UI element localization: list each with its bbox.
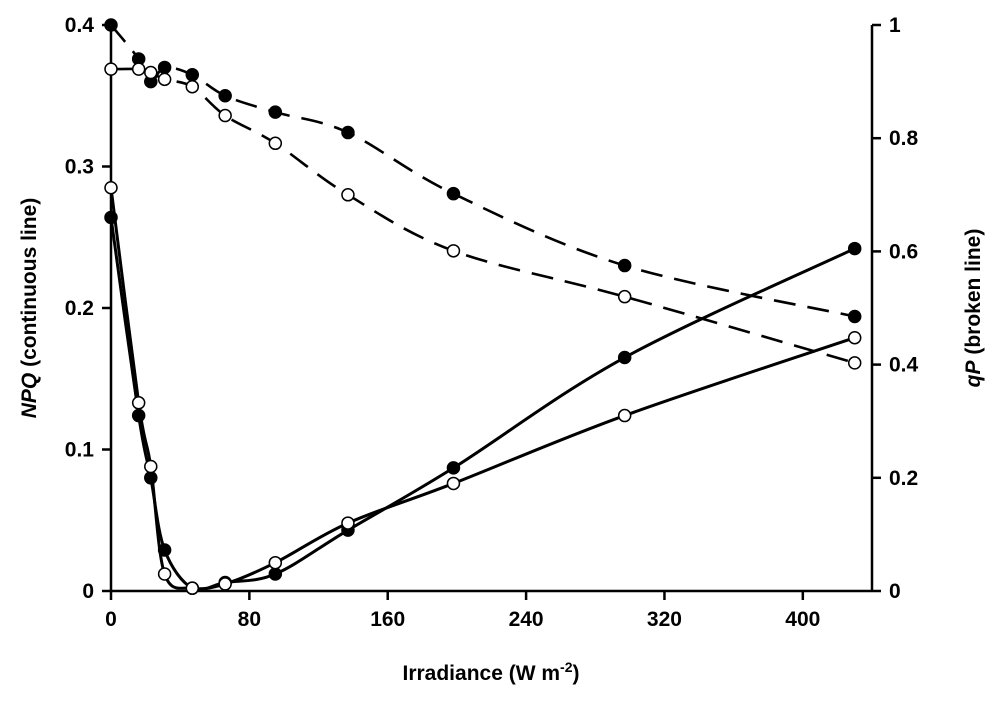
npq-open-point xyxy=(268,555,283,570)
qp-open-point xyxy=(847,356,862,370)
left-y-axis-title: NPQ (continuous line) xyxy=(18,198,41,419)
npq-open-point xyxy=(847,330,862,345)
qp-filled-point xyxy=(185,68,200,82)
npq-open-point xyxy=(104,180,118,195)
right-y-tick-label: 0 xyxy=(889,580,901,603)
npq-open-point xyxy=(446,476,461,491)
left-y-tick-label: 0.2 xyxy=(65,297,94,320)
x-tick-label: 320 xyxy=(647,608,682,631)
left-y-tick-label: 0.4 xyxy=(65,14,95,37)
qp-filled-point xyxy=(218,89,232,103)
right-y-tick-label: 0.2 xyxy=(889,467,918,490)
qp-open-point xyxy=(144,65,158,80)
npq-open-point xyxy=(157,567,172,581)
x-tick-label: 80 xyxy=(238,608,261,631)
npq-open-point xyxy=(185,581,200,595)
left-y-tick-label: 0.1 xyxy=(65,439,95,462)
right-y-tick-label: 0.6 xyxy=(889,240,918,263)
qp-filled-point xyxy=(341,125,355,140)
npq-filled-point xyxy=(847,241,862,256)
qp-open-point xyxy=(268,136,283,151)
right-y-tick-label: 0.4 xyxy=(889,354,919,377)
qp-filled-point xyxy=(268,105,283,119)
left-y-tick-label: 0.3 xyxy=(65,156,94,179)
qp-filled-point xyxy=(104,18,118,32)
x-tick-label: 400 xyxy=(785,608,820,631)
left-y-tick-label: 0 xyxy=(82,580,94,603)
qp-filled-line xyxy=(109,24,855,318)
ticks: 0 80 160 240 320 400 0 0.1 0.2 0.3 0.4 0 0.2 0.4 0.6 0.… xyxy=(65,14,919,631)
x-tick-label: 160 xyxy=(370,608,405,631)
qp-filled-point xyxy=(847,309,862,324)
qp-open-point xyxy=(131,62,146,76)
npq-filled-point xyxy=(144,471,158,485)
qp-open-point xyxy=(617,289,632,304)
qp-open-point xyxy=(185,79,200,94)
npq-open-point xyxy=(617,408,632,423)
qp-open-point xyxy=(341,188,355,202)
npq-open-point xyxy=(341,516,355,530)
npq-filled-line xyxy=(109,217,856,592)
qp-filled-point xyxy=(617,258,632,273)
series-points xyxy=(104,18,862,595)
x-tick-label: 240 xyxy=(509,608,544,631)
npq-filled-point xyxy=(446,461,461,475)
right-y-tick-label: 1 xyxy=(889,14,901,37)
right-y-tick-label: 0.8 xyxy=(889,127,919,150)
qp-filled-point xyxy=(157,60,172,75)
qp-filled-point xyxy=(446,186,461,201)
qp-open-point xyxy=(218,108,232,123)
qp-open-point xyxy=(157,72,172,87)
npq-filled-point xyxy=(617,350,632,365)
x-axis-title: Irradiance (W m-2) xyxy=(403,659,580,685)
qp-open-point xyxy=(446,244,461,258)
npq-filled-point xyxy=(268,567,283,581)
npq-open-line xyxy=(109,187,856,591)
qp-open-point xyxy=(104,62,118,76)
npq-filled-point xyxy=(104,210,118,225)
right-y-axis-title: qP (broken line) xyxy=(962,229,985,388)
npq-open-point xyxy=(131,396,146,410)
npq-filled-point xyxy=(157,543,172,557)
npq-filled-point xyxy=(131,408,146,423)
x-tick-label: 0 xyxy=(105,608,117,631)
npq-open-point xyxy=(144,459,158,474)
npq-open-point xyxy=(218,577,232,591)
